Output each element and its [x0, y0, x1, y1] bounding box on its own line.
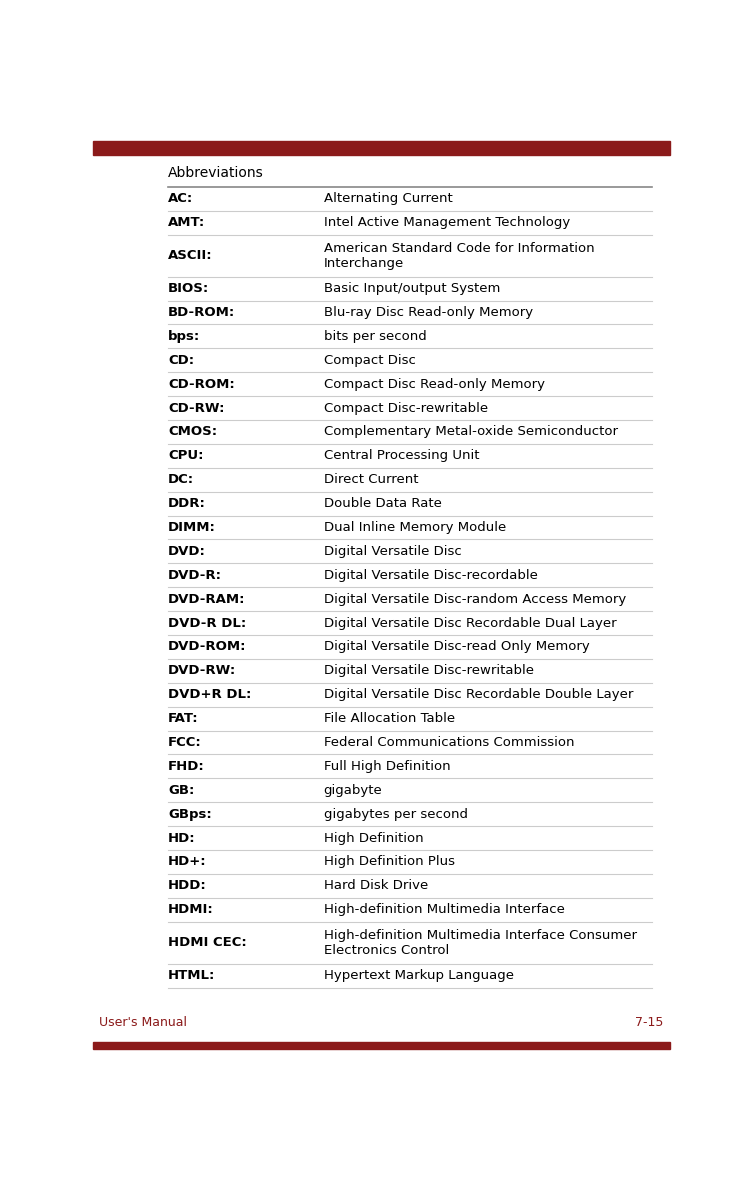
Text: Digital Versatile Disc Recordable Dual Layer: Digital Versatile Disc Recordable Dual L…: [324, 617, 616, 630]
Text: HD+:: HD+:: [168, 856, 207, 869]
Text: AC:: AC:: [168, 192, 193, 205]
Text: Full High Definition: Full High Definition: [324, 760, 450, 773]
Text: Blu-ray Disc Read-only Memory: Blu-ray Disc Read-only Memory: [324, 307, 533, 320]
Text: HDD:: HDD:: [168, 880, 207, 893]
Text: HD:: HD:: [168, 831, 196, 844]
Text: ASCII:: ASCII:: [168, 249, 213, 262]
Text: FCC:: FCC:: [168, 736, 202, 749]
Text: Intel Active Management Technology: Intel Active Management Technology: [324, 216, 570, 229]
Text: CD-ROM:: CD-ROM:: [168, 377, 234, 390]
Text: gigabytes per second: gigabytes per second: [324, 808, 468, 821]
Text: Compact Disc: Compact Disc: [324, 354, 415, 367]
Text: Dual Inline Memory Module: Dual Inline Memory Module: [324, 521, 506, 534]
Text: AMT:: AMT:: [168, 216, 205, 229]
Text: FHD:: FHD:: [168, 760, 205, 773]
Bar: [93, 1042, 670, 1049]
Text: GB:: GB:: [168, 784, 194, 797]
Text: Alternating Current: Alternating Current: [324, 192, 452, 205]
Text: Digital Versatile Disc-random Access Memory: Digital Versatile Disc-random Access Mem…: [324, 593, 626, 606]
Text: Central Processing Unit: Central Processing Unit: [324, 449, 479, 462]
Text: HTML:: HTML:: [168, 969, 215, 982]
Text: Hypertext Markup Language: Hypertext Markup Language: [324, 969, 513, 982]
Text: HDMI CEC:: HDMI CEC:: [168, 936, 247, 949]
Bar: [93, 141, 670, 156]
Text: GBps:: GBps:: [168, 808, 212, 821]
Text: DDR:: DDR:: [168, 498, 206, 511]
Text: Compact Disc-rewritable: Compact Disc-rewritable: [324, 402, 488, 415]
Text: BIOS:: BIOS:: [168, 282, 209, 295]
Text: Hard Disk Drive: Hard Disk Drive: [324, 880, 428, 893]
Text: Digital Versatile Disc: Digital Versatile Disc: [324, 545, 461, 558]
Text: DC:: DC:: [168, 473, 194, 486]
Text: Complementary Metal-oxide Semiconductor: Complementary Metal-oxide Semiconductor: [324, 426, 618, 439]
Text: Digital Versatile Disc Recordable Double Layer: Digital Versatile Disc Recordable Double…: [324, 689, 633, 702]
Text: Digital Versatile Disc-read Only Memory: Digital Versatile Disc-read Only Memory: [324, 640, 589, 653]
Text: BD-ROM:: BD-ROM:: [168, 307, 235, 320]
Text: Double Data Rate: Double Data Rate: [324, 498, 441, 511]
Text: bits per second: bits per second: [324, 330, 426, 343]
Text: Digital Versatile Disc-recordable: Digital Versatile Disc-recordable: [324, 568, 537, 581]
Text: High-definition Multimedia Interface Consumer
Electronics Control: High-definition Multimedia Interface Con…: [324, 929, 637, 956]
Text: DVD-R:: DVD-R:: [168, 568, 222, 581]
Text: CD:: CD:: [168, 354, 194, 367]
Text: Digital Versatile Disc-rewritable: Digital Versatile Disc-rewritable: [324, 664, 533, 678]
Text: High-definition Multimedia Interface: High-definition Multimedia Interface: [324, 903, 565, 916]
Text: DVD-ROM:: DVD-ROM:: [168, 640, 246, 653]
Text: Direct Current: Direct Current: [324, 473, 418, 486]
Text: CD-RW:: CD-RW:: [168, 402, 225, 415]
Text: DVD+R DL:: DVD+R DL:: [168, 689, 251, 702]
Text: CMOS:: CMOS:: [168, 426, 217, 439]
Text: DVD-RAM:: DVD-RAM:: [168, 593, 246, 606]
Text: Federal Communications Commission: Federal Communications Commission: [324, 736, 574, 749]
Text: DIMM:: DIMM:: [168, 521, 216, 534]
Text: 7-15: 7-15: [635, 1016, 664, 1029]
Text: DVD-R DL:: DVD-R DL:: [168, 617, 246, 630]
Text: American Standard Code for Information
Interchange: American Standard Code for Information I…: [324, 242, 594, 270]
Text: gigabyte: gigabyte: [324, 784, 382, 797]
Text: Basic Input/output System: Basic Input/output System: [324, 282, 500, 295]
Text: HDMI:: HDMI:: [168, 903, 214, 916]
Text: High Definition Plus: High Definition Plus: [324, 856, 455, 869]
Text: File Allocation Table: File Allocation Table: [324, 712, 455, 725]
Text: FAT:: FAT:: [168, 712, 199, 725]
Text: CPU:: CPU:: [168, 449, 203, 462]
Text: High Definition: High Definition: [324, 831, 423, 844]
Text: DVD:: DVD:: [168, 545, 206, 558]
Text: Compact Disc Read-only Memory: Compact Disc Read-only Memory: [324, 377, 545, 390]
Text: Abbreviations: Abbreviations: [168, 166, 263, 180]
Text: User's Manual: User's Manual: [99, 1016, 187, 1029]
Text: DVD-RW:: DVD-RW:: [168, 664, 236, 678]
Text: bps:: bps:: [168, 330, 200, 343]
